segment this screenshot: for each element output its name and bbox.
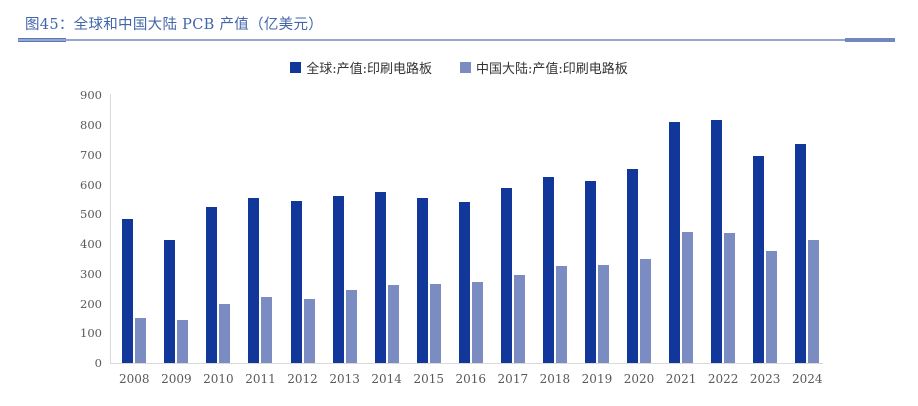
x-axis-label-2013: 2013 — [329, 372, 360, 386]
bar-global-2021 — [669, 122, 681, 363]
y-axis-tick-900: 900 — [80, 88, 102, 103]
bar-china-2015 — [429, 283, 441, 363]
bar-global-2016 — [458, 201, 470, 363]
bar-china-2022 — [724, 233, 736, 363]
x-axis-label-2019: 2019 — [581, 372, 613, 386]
bar-global-2014 — [374, 192, 386, 363]
title-rule — [18, 39, 895, 41]
y-axis-tick-400: 400 — [80, 237, 102, 251]
bar-global-2022 — [711, 119, 723, 363]
bar-china-2017 — [513, 274, 525, 363]
x-axis-label-2016: 2016 — [455, 372, 487, 386]
legend-label-global: 全球:产值:印刷电路板 — [306, 62, 432, 77]
x-axis-label-2023: 2023 — [749, 372, 781, 386]
bar-global-2023 — [753, 156, 765, 363]
bar-china-2021 — [682, 231, 694, 363]
bar-global-2013 — [332, 195, 344, 363]
bar-global-2017 — [500, 188, 512, 363]
bar-china-2020 — [640, 258, 652, 363]
x-axis-label-2009: 2009 — [161, 372, 192, 386]
bar-global-2011 — [248, 198, 260, 363]
bar-china-2018 — [555, 265, 567, 363]
x-axis-label-2018: 2018 — [539, 372, 571, 386]
bar-global-2010 — [206, 206, 218, 363]
bar-china-2016 — [471, 282, 483, 363]
x-axis-label-2022: 2022 — [707, 372, 739, 386]
legend-item-global: 全球:产值:印刷电路板 — [290, 58, 432, 77]
chart-legend: 全球:产值:印刷电路板 中国大陆:产值:印刷电路板 — [0, 58, 918, 77]
bar-china-2009 — [177, 320, 189, 363]
legend-label-china: 中国大陆:产值:印刷电路板 — [476, 62, 628, 77]
y-axis-tick-200: 200 — [80, 296, 102, 311]
x-axis-label-2011: 2011 — [245, 372, 276, 386]
y-axis-tick-500: 500 — [80, 207, 102, 222]
bar-china-2023 — [766, 250, 778, 363]
x-axis-line — [110, 363, 823, 364]
bar-global-2019 — [584, 180, 596, 363]
x-axis-label-2014: 2014 — [371, 372, 402, 386]
legend-item-china: 中国大陆:产值:印刷电路板 — [460, 58, 628, 77]
bar-china-2014 — [387, 285, 399, 363]
y-axis-tick-100: 100 — [80, 326, 102, 341]
x-axis-label-2008: 2008 — [119, 372, 150, 386]
x-axis-label-2021: 2021 — [665, 372, 697, 386]
y-axis-tick-0: 0 — [94, 356, 102, 370]
bar-china-2008 — [135, 318, 147, 363]
bar-global-2018 — [542, 177, 554, 363]
bar-china-2011 — [261, 297, 273, 363]
bar-china-2013 — [345, 289, 357, 363]
bar-global-2012 — [290, 201, 302, 363]
title-rule-right-segment — [845, 38, 895, 42]
bar-china-2012 — [303, 298, 315, 363]
y-axis-tick-300: 300 — [80, 266, 102, 281]
x-axis-label-2010: 2010 — [203, 372, 234, 386]
legend-swatch-china — [460, 62, 471, 73]
bar-global-2024 — [795, 144, 807, 363]
y-axis-tick-700: 700 — [80, 147, 102, 162]
legend-swatch-global — [290, 62, 302, 73]
x-axis-label-2017: 2017 — [497, 372, 529, 386]
bar-china-2010 — [219, 303, 231, 363]
bar-global-2020 — [627, 169, 639, 363]
x-axis-label-2020: 2020 — [623, 372, 655, 386]
bar-global-2009 — [164, 240, 176, 363]
y-axis-tick-800: 800 — [80, 118, 102, 132]
bar-global-2008 — [122, 219, 134, 363]
x-axis-label-2015: 2015 — [413, 372, 444, 386]
figure-title: 图45：全球和中国大陆 PCB 产值（亿美元） — [25, 17, 324, 33]
bar-china-2024 — [808, 240, 820, 363]
x-axis-label-2012: 2012 — [287, 372, 318, 386]
bar-china-2019 — [597, 264, 609, 363]
y-axis-line — [110, 94, 111, 363]
x-axis-label-2024: 2024 — [791, 372, 823, 386]
bar-global-2015 — [416, 198, 428, 363]
y-axis-tick-600: 600 — [80, 177, 102, 192]
